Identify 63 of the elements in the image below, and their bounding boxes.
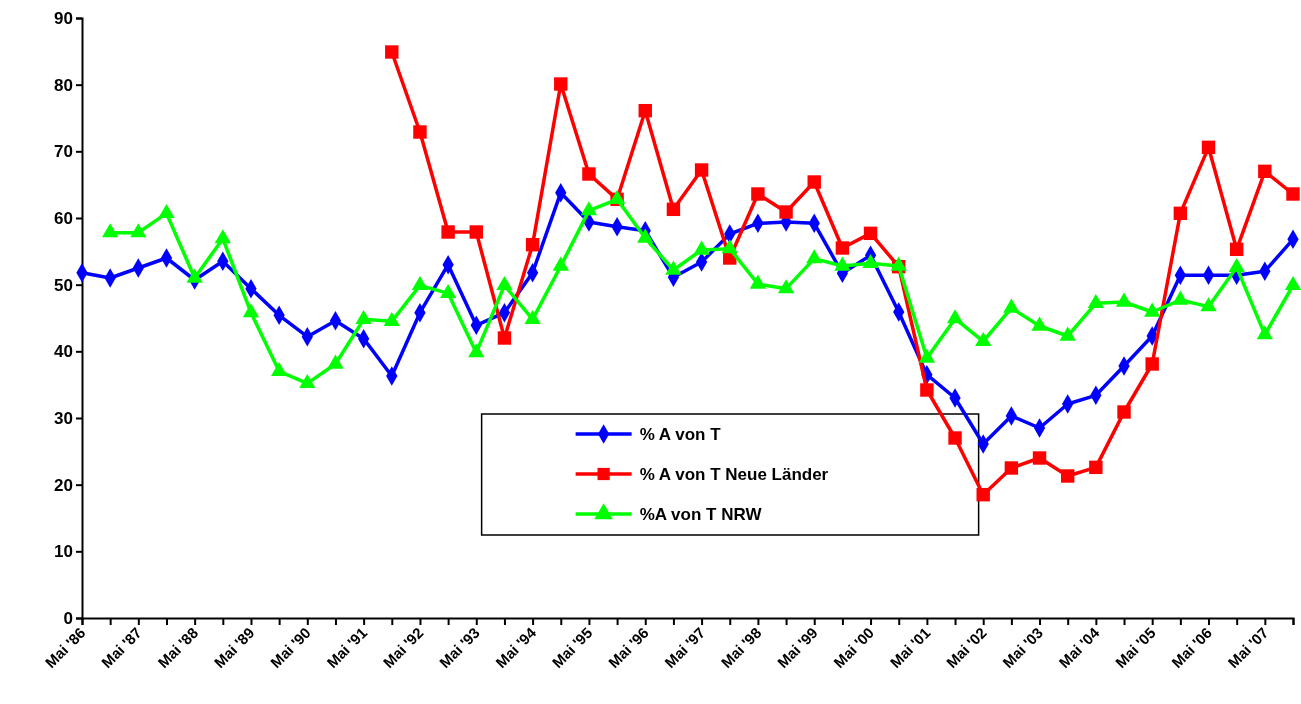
x-tick-label: Mai '00 <box>830 624 878 672</box>
x-tick-label: Mai '96 <box>604 624 652 672</box>
y-tick-label: 40 <box>54 342 73 362</box>
x-tick-label: Mai '06 <box>1168 624 1216 672</box>
point <box>1117 405 1131 419</box>
x-tick-label: Mai '87 <box>97 624 145 672</box>
point <box>1032 451 1047 465</box>
legend-label: % A von T <box>639 424 722 444</box>
point <box>1173 206 1188 221</box>
point <box>638 103 652 118</box>
x-tick-label: Mai '98 <box>717 624 765 672</box>
y-tick-label: 80 <box>54 75 73 95</box>
y-tick-label: 30 <box>54 408 73 428</box>
point <box>920 383 934 397</box>
x-tick-label: Mai '89 <box>210 624 258 672</box>
point <box>1004 461 1019 475</box>
x-tick-label: Mai '05 <box>1111 624 1159 672</box>
y-tick-label: 70 <box>54 142 73 162</box>
x-tick-label: Mai '88 <box>154 624 202 672</box>
y-tick-label: 90 <box>54 8 73 28</box>
x-tick-label: Mai '90 <box>266 624 314 672</box>
point <box>469 225 483 239</box>
point <box>807 175 821 189</box>
point <box>666 202 681 217</box>
x-tick-label: Mai '04 <box>1055 623 1103 672</box>
point <box>413 125 427 139</box>
x-tick-label: Mai '93 <box>435 624 483 672</box>
point <box>976 487 990 502</box>
point <box>385 45 399 59</box>
point <box>694 163 709 177</box>
point <box>1145 357 1159 371</box>
y-tick-label: 10 <box>54 542 73 562</box>
x-tick-label: Mai '02 <box>942 624 990 672</box>
point <box>1229 242 1244 257</box>
point <box>751 187 765 201</box>
y-tick-label: 60 <box>54 208 73 228</box>
point <box>1201 140 1216 155</box>
x-tick-label: Mai '91 <box>323 624 371 672</box>
point <box>1258 164 1272 179</box>
legend-label: % A von T Neue Länder <box>639 464 829 484</box>
point <box>497 331 512 345</box>
y-tick-label: 20 <box>54 475 73 495</box>
x-tick-label: Mai '97 <box>661 624 709 672</box>
x-tick-label: Mai '07 <box>1224 624 1272 672</box>
point <box>525 237 540 252</box>
x-tick-label: Mai '94 <box>492 623 540 672</box>
x-tick-label: Mai '95 <box>548 624 596 672</box>
point <box>835 241 850 255</box>
x-tick-label: Mai '92 <box>379 624 427 672</box>
point <box>1060 469 1075 483</box>
point <box>1286 187 1300 201</box>
legend-label: %A von T NRW <box>639 504 763 524</box>
point <box>441 225 455 239</box>
point <box>863 226 878 241</box>
point <box>948 431 962 445</box>
x-tick-label: Mai '03 <box>999 624 1047 672</box>
point <box>582 167 596 181</box>
x-tick-label: Mai '99 <box>773 624 821 672</box>
point <box>1089 460 1103 475</box>
y-tick-label: 50 <box>54 275 73 295</box>
point <box>779 205 793 219</box>
point <box>554 77 568 91</box>
x-tick-label: Mai '01 <box>886 624 934 672</box>
